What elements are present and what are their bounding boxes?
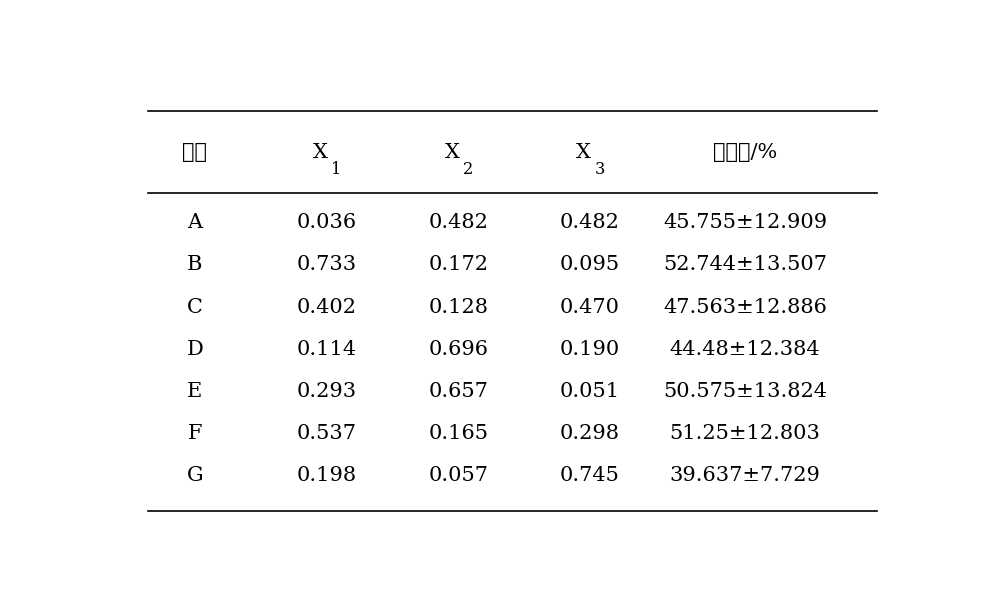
Text: 0.036: 0.036 [296, 213, 357, 232]
Text: 51.25±12.803: 51.25±12.803 [670, 424, 820, 443]
Text: D: D [186, 340, 203, 359]
Text: 0.114: 0.114 [296, 340, 357, 359]
Text: 0.745: 0.745 [560, 466, 620, 485]
Text: 0.165: 0.165 [428, 424, 488, 443]
Text: F: F [188, 424, 202, 443]
Text: C: C [187, 297, 203, 316]
Text: 3: 3 [595, 161, 605, 178]
Text: 0.402: 0.402 [296, 297, 356, 316]
Text: 0.172: 0.172 [428, 255, 488, 274]
Text: G: G [186, 466, 203, 485]
Text: 0.095: 0.095 [560, 255, 620, 274]
Text: 39.637±7.729: 39.637±7.729 [670, 466, 820, 485]
Text: X: X [445, 143, 459, 162]
Text: X: X [313, 143, 328, 162]
Text: 0.051: 0.051 [560, 382, 620, 401]
Text: 2: 2 [463, 161, 474, 178]
Text: 0.298: 0.298 [560, 424, 620, 443]
Text: X: X [576, 143, 591, 162]
Text: 0.057: 0.057 [428, 466, 488, 485]
Text: 44.48±12.384: 44.48±12.384 [670, 340, 820, 359]
Text: 0.482: 0.482 [560, 213, 620, 232]
Text: 50.575±13.824: 50.575±13.824 [663, 382, 827, 401]
Text: 45.755±12.909: 45.755±12.909 [663, 213, 827, 232]
Text: 1: 1 [331, 161, 342, 178]
Text: 0.470: 0.470 [560, 297, 620, 316]
Text: B: B [187, 255, 202, 274]
Text: 0.696: 0.696 [428, 340, 488, 359]
Text: 0.537: 0.537 [296, 424, 356, 443]
Text: 0.198: 0.198 [296, 466, 357, 485]
Text: 0.128: 0.128 [428, 297, 488, 316]
Text: 52.744±13.507: 52.744±13.507 [663, 255, 827, 274]
Text: 47.563±12.886: 47.563±12.886 [663, 297, 827, 316]
Text: 0.482: 0.482 [428, 213, 488, 232]
Text: E: E [187, 382, 202, 401]
Text: 0.657: 0.657 [428, 382, 488, 401]
Text: A: A [187, 213, 202, 232]
Text: 组号: 组号 [182, 143, 207, 162]
Text: 0.293: 0.293 [296, 382, 357, 401]
Text: 抑制率/%: 抑制率/% [713, 143, 777, 162]
Text: 0.190: 0.190 [560, 340, 620, 359]
Text: 0.733: 0.733 [296, 255, 357, 274]
